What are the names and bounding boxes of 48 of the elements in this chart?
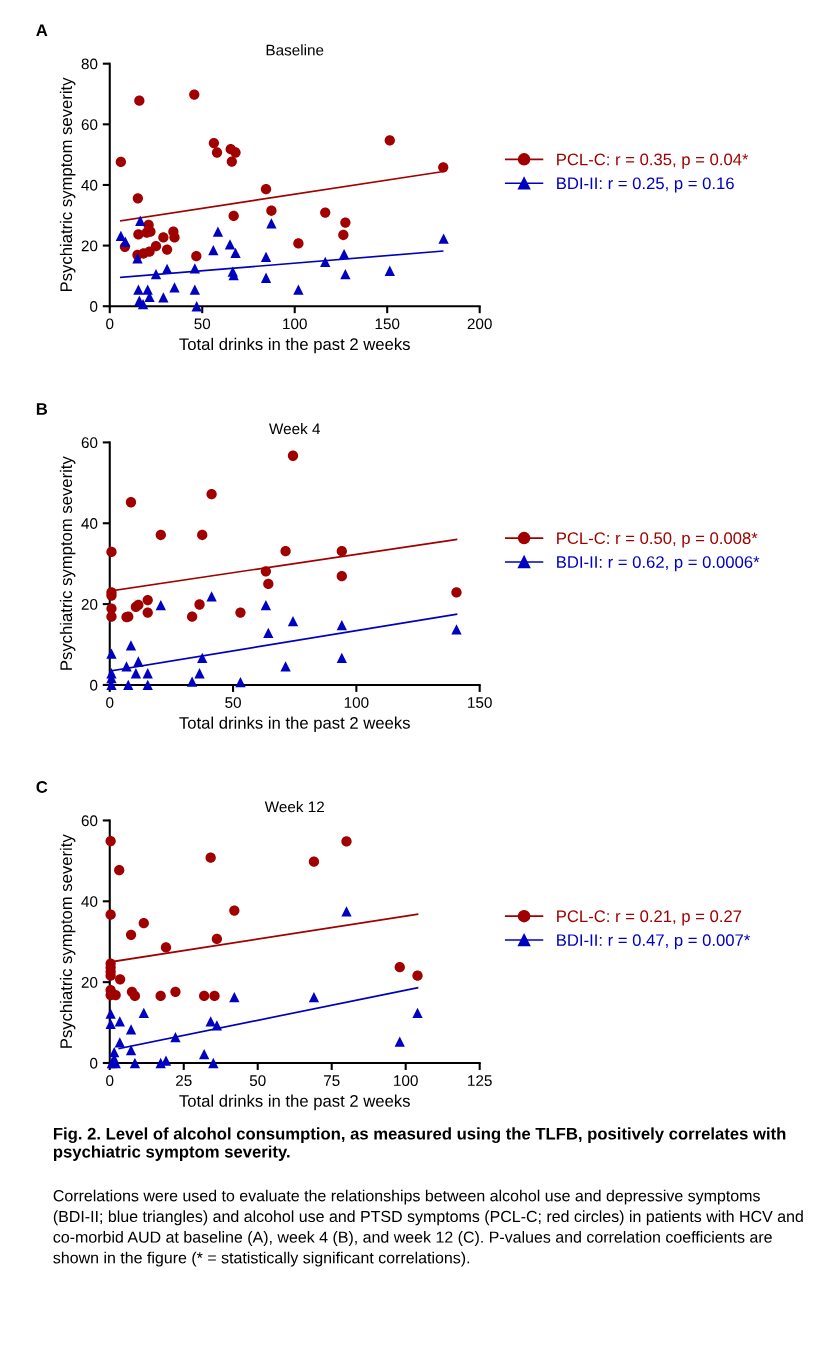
x-tick-label: 0 [106, 318, 114, 330]
legend-label: PCL-C: r = 0.21, p = 0.27 [557, 910, 742, 926]
y-tick-label: 40 [81, 518, 98, 529]
x-tick-label: 50 [249, 1075, 266, 1087]
text: A [36, 24, 48, 36]
caption: Fig. 2. Level of alcohol consumption, as measured using the TLFB, positively correlates with psychiatric symptom severity. [53, 1127, 786, 1161]
x-tick-label: 0 [106, 1075, 114, 1087]
x-tick-label: 150 [375, 318, 400, 330]
y-tick-label: 0 [90, 679, 98, 691]
y-axis-title: Psychiatric symptom severity [59, 834, 76, 1048]
x-tick-label: 125 [468, 1075, 492, 1087]
x-tick-label: 0 [106, 697, 114, 708]
y-tick-label: 0 [90, 1057, 98, 1069]
legend-label: BDI-II: r = 0.62, p = 0.0006* [557, 556, 760, 572]
y-axis-title: Psychiatric symptom severity [59, 77, 76, 292]
x-tick-label: 150 [468, 697, 492, 708]
y-tick-label: 80 [81, 58, 98, 70]
y-tick-label: 0 [90, 301, 98, 312]
y-tick-label: 40 [81, 896, 98, 907]
y-tick-label: 20 [81, 977, 98, 988]
legend-label: BDI-II: r = 0.25, p = 0.16 [557, 177, 734, 193]
x-tick-label: 100 [283, 318, 307, 330]
y-tick-label: 60 [81, 119, 98, 131]
x-tick-label: 100 [394, 1075, 418, 1087]
chart-title: Week 4 [269, 423, 321, 435]
y-tick-label: 20 [81, 598, 98, 610]
text: B [36, 403, 48, 415]
legend-label: PCL-C: r = 0.35, p = 0.04* [557, 153, 749, 169]
x-axis-title: Total drinks in the past 2 weeks [179, 337, 410, 354]
y-tick-label: 20 [81, 240, 98, 252]
text: C [36, 781, 48, 793]
y-tick-label: 60 [81, 815, 98, 827]
legend-label: PCL-C: r = 0.50, p = 0.008* [557, 532, 758, 548]
x-axis-title: Total drinks in the past 2 weeks [179, 716, 410, 733]
legend-label: BDI-II: r = 0.47, p = 0.007* [557, 934, 751, 950]
x-tick-label: 50 [194, 318, 211, 330]
y-tick-label: 60 [81, 437, 98, 449]
x-tick-label: 100 [344, 697, 369, 708]
x-tick-label: 75 [323, 1075, 340, 1087]
y-tick-label: 40 [81, 179, 98, 191]
text: Correlations were used to evaluate the relationships between alcohol use and depressive symptoms (BDI-II; blue triangles) and alcohol use and PTSD symptoms (PCL-C; red circles) in patients with HCV and co-morbid AUD at baseline (A), week 4 (B), and week 12 (C). P-values and correlation coefficients are shown in the figure (* = statistically significant correlations). [53, 1189, 803, 1267]
chart-title: Baseline [266, 44, 324, 56]
x-tick-label: 200 [467, 318, 492, 330]
chart-title: Week 12 [264, 801, 324, 813]
x-axis-title: Total drinks in the past 2 weeks [179, 1094, 410, 1111]
y-axis-title: Psychiatric symptom severity [59, 456, 76, 670]
x-tick-label: 50 [225, 697, 241, 708]
x-tick-label: 25 [176, 1075, 192, 1087]
